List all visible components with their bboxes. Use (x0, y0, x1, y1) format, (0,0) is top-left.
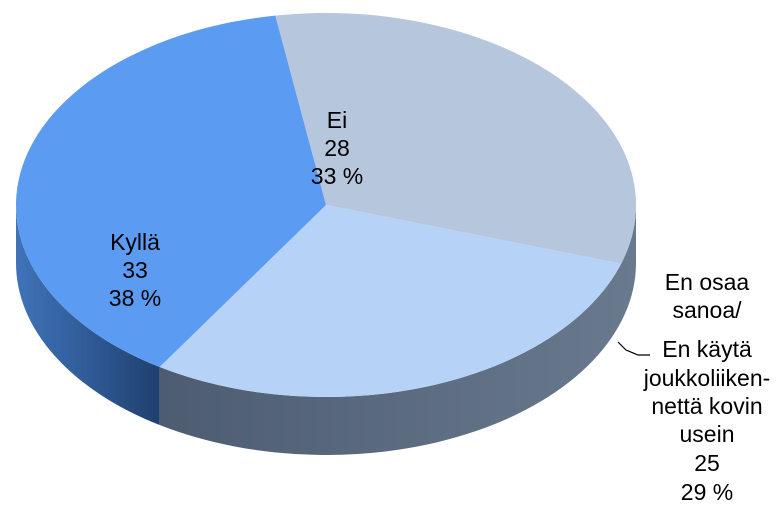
label-en-osaa-line3: En käytä (662, 336, 752, 362)
label-kylla-percent: 38 % (109, 285, 161, 311)
label-en-osaa-line4: joukkoliiken- (643, 365, 771, 391)
slice-side-kylla (16, 205, 160, 426)
label-en-osaa: En osaa sanoa/ En käytä joukkoliiken- ne… (643, 269, 771, 505)
slice-en-osaa (159, 205, 622, 398)
slice-ei (275, 12, 637, 264)
slice-side-en-osaa (159, 205, 636, 456)
label-en-osaa-percent: 29 % (681, 479, 733, 505)
leader-line (617, 341, 650, 356)
label-en-osaa-line2: sanoa/ (672, 297, 742, 323)
label-ei-percent: 33 % (311, 163, 363, 189)
label-ei-value: 28 (324, 135, 350, 161)
label-kylla-name: Kyllä (110, 229, 160, 255)
label-en-osaa-line6: usein (680, 421, 735, 447)
pie-top (15, 12, 637, 398)
slice-kylla (15, 15, 326, 368)
pie-sides (16, 205, 636, 456)
label-kylla-value: 33 (122, 257, 148, 283)
label-en-osaa-value: 25 (694, 450, 720, 476)
label-kylla: Kyllä 33 38 % (109, 229, 161, 311)
label-en-osaa-line5: nettä kovin (651, 393, 762, 419)
label-ei-name: Ei (327, 107, 347, 133)
label-ei: Ei 28 33 % (311, 107, 363, 189)
label-en-osaa-line1: En osaa (665, 269, 750, 295)
